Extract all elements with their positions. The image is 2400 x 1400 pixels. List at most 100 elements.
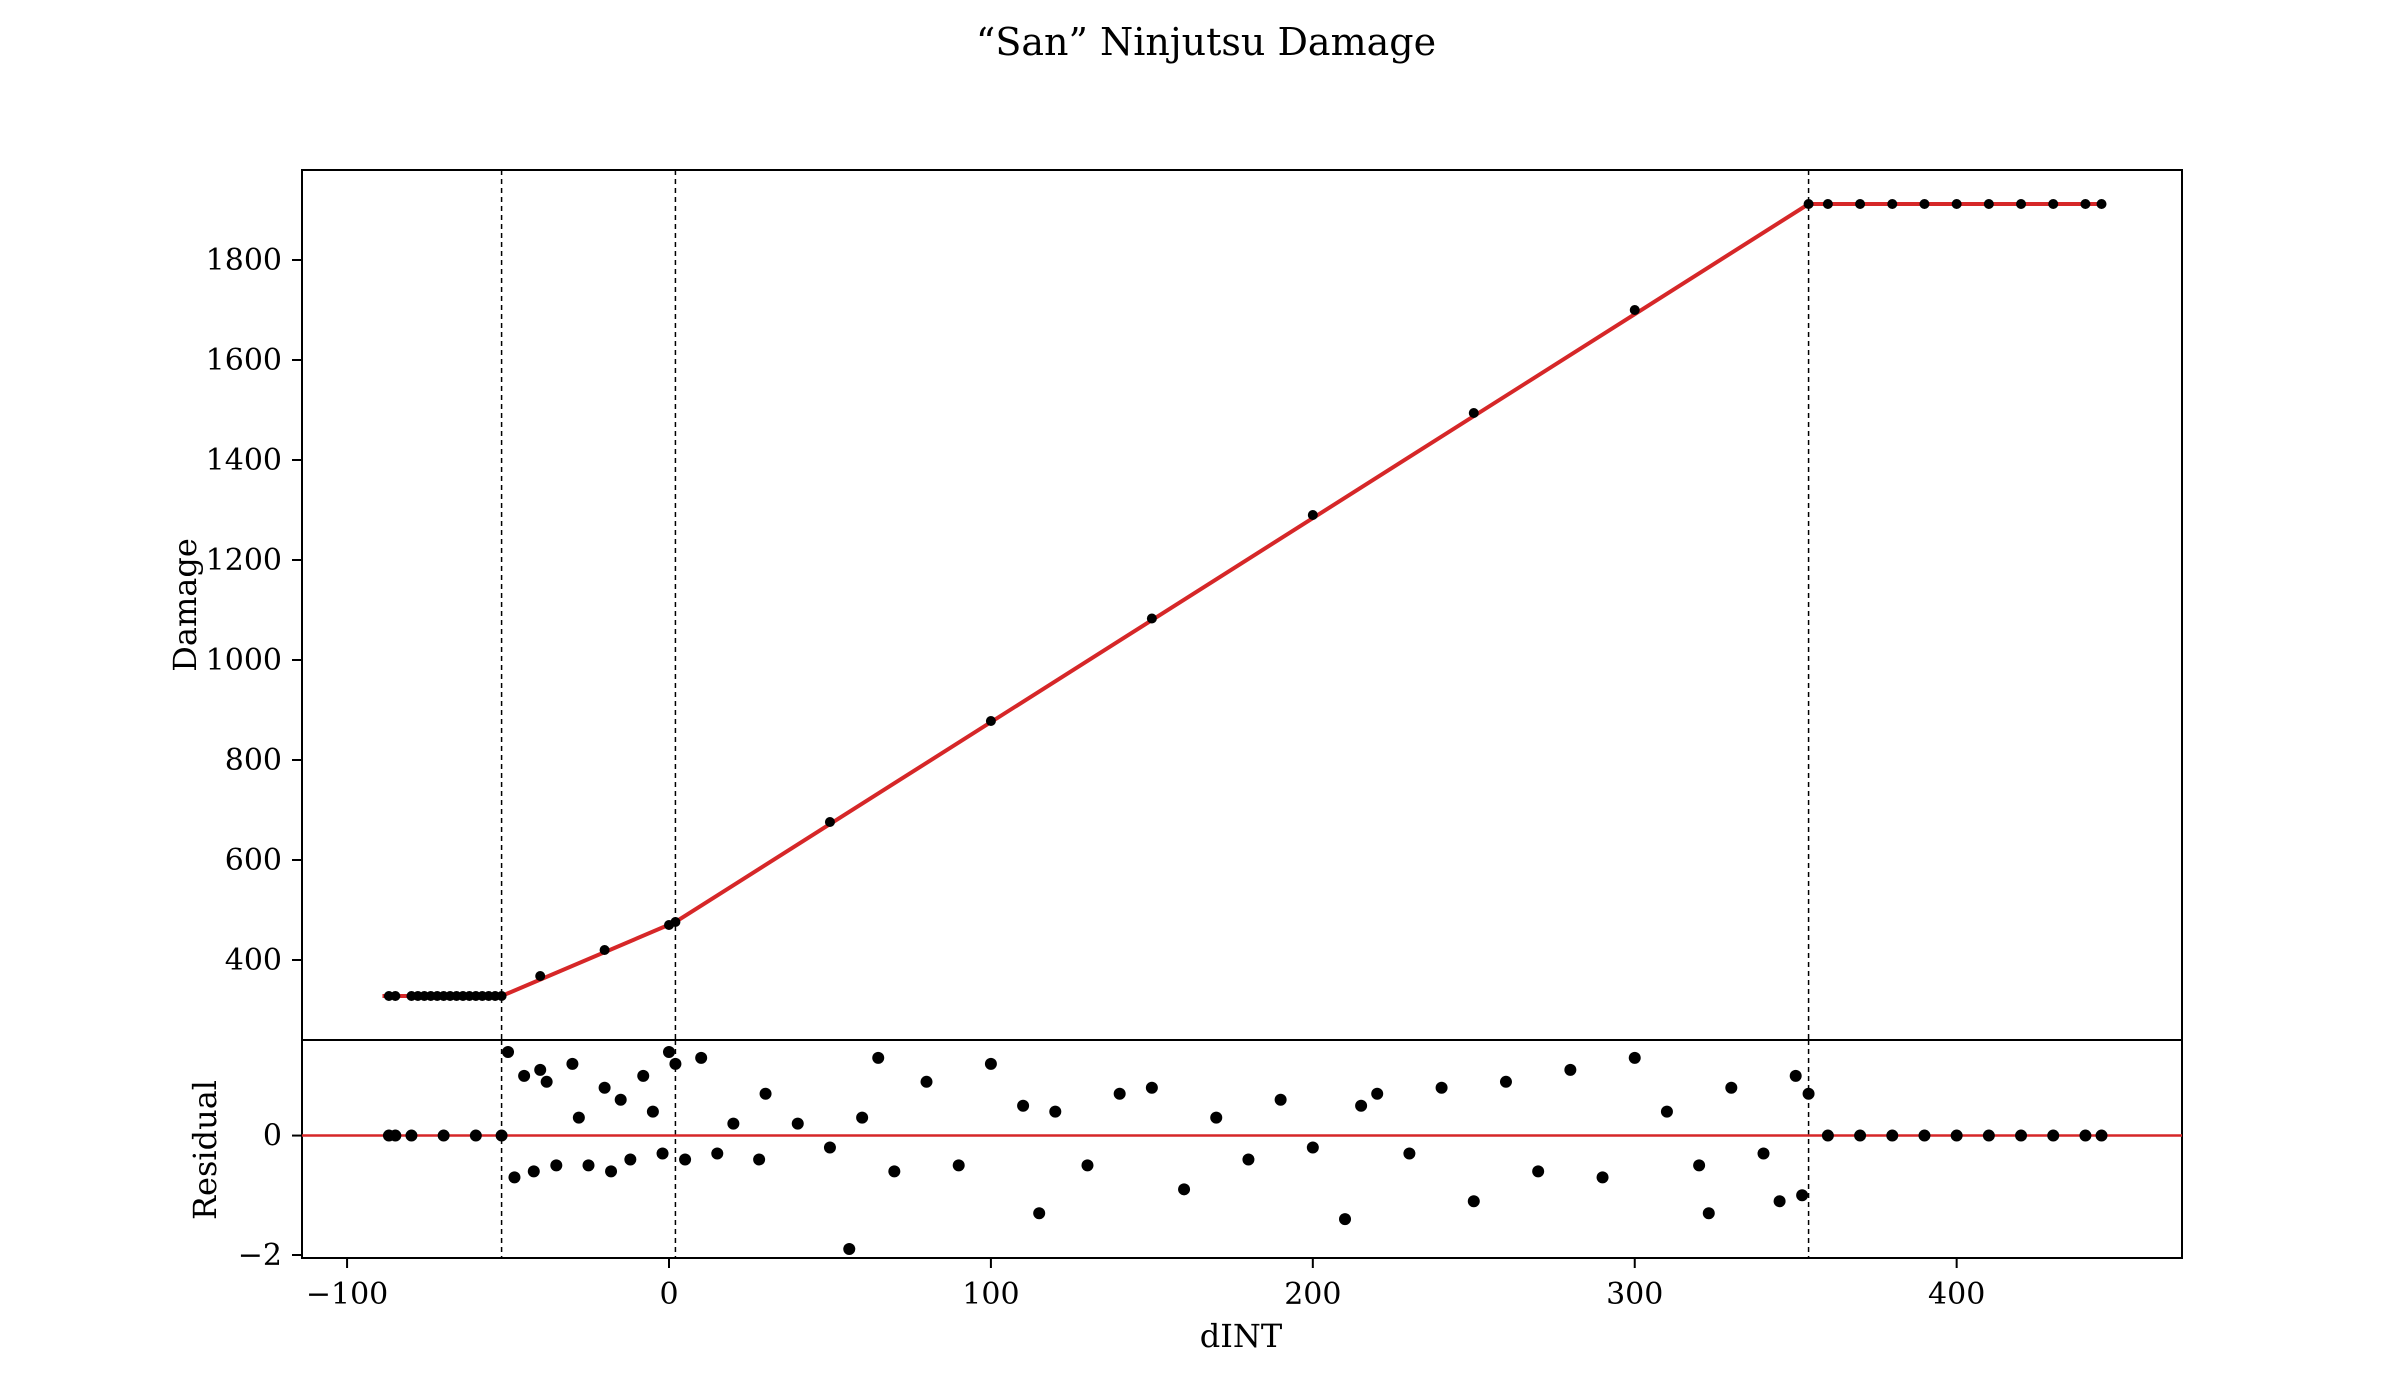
- res-data-point: [605, 1165, 618, 1178]
- res-data-point: [1355, 1099, 1368, 1112]
- res-data-point: [1532, 1165, 1545, 1178]
- res-data-point: [495, 1129, 508, 1142]
- res-data-point: [920, 1075, 933, 1088]
- res-data-point: [614, 1093, 627, 1106]
- res-ytick-label: 0: [263, 1119, 282, 1154]
- res-data-point: [1081, 1159, 1094, 1172]
- res-data-point: [669, 1057, 682, 1070]
- fit-line-path: [382, 202, 2102, 998]
- main-data-point: [2048, 199, 2059, 209]
- main-ytick-label: 1600: [206, 343, 282, 378]
- main-data-point: [496, 991, 507, 1001]
- res-data-point: [843, 1243, 856, 1256]
- x-axis-label: dINT: [1200, 1317, 1283, 1355]
- x-axis-ticks: −100 0 100 200 300 400: [306, 1258, 1985, 1312]
- res-data-point: [1113, 1087, 1126, 1100]
- res-data-point: [759, 1087, 772, 1100]
- res-data-point: [823, 1141, 836, 1154]
- res-data-point: [1660, 1105, 1673, 1118]
- res-data-point: [984, 1057, 997, 1070]
- main-data-point: [2080, 199, 2091, 209]
- res-data-point: [952, 1159, 965, 1172]
- res-data-point: [624, 1153, 637, 1166]
- res-data-point: [2047, 1129, 2060, 1142]
- res-data-point: [1982, 1129, 1995, 1142]
- res-data-point: [1339, 1213, 1352, 1226]
- xtick-label: −100: [306, 1277, 388, 1312]
- res-data-point: [1242, 1153, 1255, 1166]
- res-data-point: [550, 1159, 563, 1172]
- main-data-point: [1983, 199, 1994, 209]
- main-data-point: [1803, 199, 1814, 209]
- res-data-point: [856, 1111, 869, 1124]
- xtick-label: 100: [962, 1277, 1019, 1312]
- res-data-point: [791, 1117, 804, 1130]
- main-fit-line: [382, 202, 2102, 998]
- residual-panel: −2 0 Residual: [186, 1039, 2183, 1273]
- res-data-point: [1210, 1111, 1223, 1124]
- main-ytick-label: 1400: [206, 443, 282, 478]
- res-data-point: [1049, 1105, 1062, 1118]
- res-data-point: [1403, 1147, 1416, 1160]
- main-panel-frame: [301, 169, 2183, 1041]
- res-data-point: [405, 1129, 418, 1142]
- main-data-point: [535, 971, 546, 981]
- res-data-point: [1796, 1189, 1809, 1202]
- xtick-label: 200: [1284, 1277, 1341, 1312]
- res-data-point: [1725, 1081, 1738, 1094]
- main-data-point: [2016, 199, 2027, 209]
- res-data-point: [1017, 1099, 1030, 1112]
- res-data-point: [1789, 1069, 1802, 1082]
- main-ylabel: Damage: [166, 538, 204, 672]
- res-data-point: [646, 1105, 659, 1118]
- res-data-point: [1950, 1129, 1963, 1142]
- main-ytick-label: 800: [225, 743, 282, 778]
- main-data-point: [2096, 199, 2107, 209]
- main-data-point: [1887, 199, 1898, 209]
- res-data-point: [637, 1069, 650, 1082]
- res-data-point: [1435, 1081, 1448, 1094]
- residual-panel-frame: [301, 1039, 2183, 1259]
- residual-y-ticks: −2 0: [238, 1119, 302, 1273]
- xtick-label: 300: [1606, 1277, 1663, 1312]
- main-y-ticks: 400 600 800 1000 1200 1400 1600 1800: [206, 243, 302, 978]
- main-data-point: [824, 817, 835, 827]
- residual-ylabel: Residual: [186, 1080, 224, 1220]
- res-data-point: [572, 1111, 585, 1124]
- res-data-point: [1596, 1171, 1609, 1184]
- res-data-point: [1178, 1183, 1191, 1196]
- res-data-point: [2079, 1129, 2092, 1142]
- res-data-point: [534, 1063, 547, 1076]
- res-data-point: [1854, 1129, 1867, 1142]
- main-data-point: [1629, 305, 1640, 315]
- main-data-point: [1146, 613, 1157, 624]
- main-data-point: [985, 716, 996, 726]
- main-ytick-label: 600: [225, 843, 282, 878]
- main-ytick-label: 1800: [206, 243, 282, 278]
- res-data-point: [1628, 1051, 1641, 1064]
- res-data-point: [1802, 1087, 1815, 1100]
- res-data-point: [1773, 1195, 1786, 1208]
- res-data-point: [656, 1147, 669, 1160]
- res-data-point: [1886, 1129, 1899, 1142]
- res-data-point: [598, 1081, 611, 1094]
- res-data-point: [872, 1051, 885, 1064]
- res-data-point: [662, 1045, 675, 1058]
- res-data-point: [389, 1129, 402, 1142]
- main-data-point: [1855, 199, 1866, 209]
- main-data-point: [670, 917, 681, 927]
- res-data-point: [695, 1051, 708, 1064]
- res-data-point: [1274, 1093, 1287, 1106]
- res-data-point: [1918, 1129, 1931, 1142]
- res-data-point: [1757, 1147, 1770, 1160]
- main-data-point: [1951, 199, 1962, 209]
- main-points: [383, 199, 2107, 1001]
- main-panel: 400 600 800 1000 1200 1400 1600 1800 Damage: [166, 169, 2183, 1041]
- chart-title: “San” Ninjutsu Damage: [976, 20, 1436, 64]
- res-data-point: [1306, 1141, 1319, 1154]
- res-data-point: [679, 1153, 692, 1166]
- main-data-point: [1468, 408, 1479, 418]
- res-data-point: [1467, 1195, 1480, 1208]
- main-ytick-label: 1000: [206, 643, 282, 678]
